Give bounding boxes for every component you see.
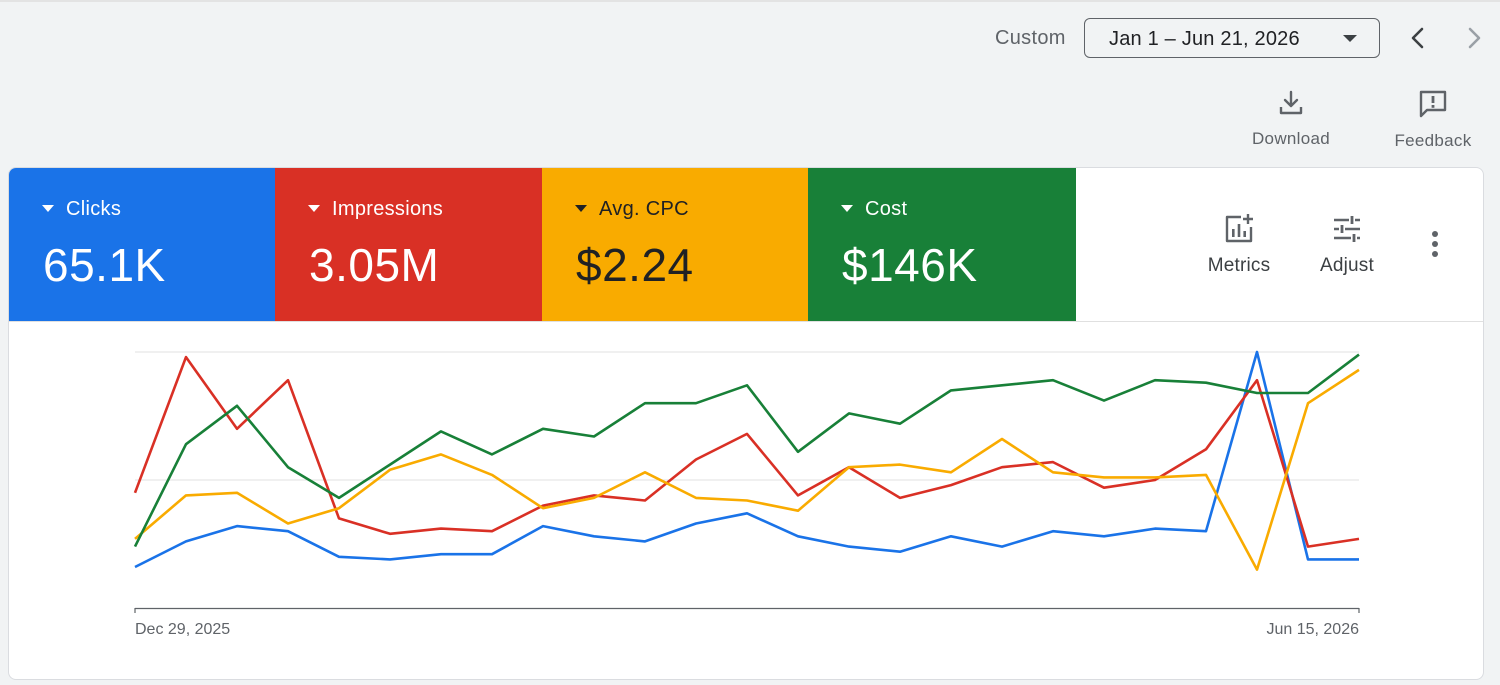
performance-card: Clicks 65.1K Impressions 3.05M Avg. CPC … [8,167,1484,680]
adjust-button[interactable]: Adjust [1301,212,1393,277]
download-label: Download [1251,129,1330,148]
dropdown-caret-icon [1343,35,1357,42]
card-divider [9,321,1483,322]
chart-grid [134,351,1360,613]
metric-name: Cost [841,198,907,221]
metric-tile-clicks[interactable]: Clicks 65.1K [9,168,275,321]
next-period-button[interactable] [1456,20,1492,56]
x-axis-end-label: Jun 15, 2026 [1266,621,1359,638]
metrics-label: Metrics [1207,255,1271,276]
series-line-impressions [133,355,1360,548]
feedback-button[interactable]: Feedback [1385,88,1481,151]
metric-tile-avg-cpc[interactable]: Avg. CPC $2.24 [542,168,808,321]
series-line-cost [133,353,1360,548]
performance-line-chart: Dec 29, 2025 Jun 15, 2026 [133,350,1360,638]
chart-add-icon [1225,214,1253,243]
metric-name: Impressions [308,198,443,221]
tune-icon [1334,216,1360,242]
metric-value: $146K [842,239,978,291]
more-options-button[interactable] [1419,224,1451,264]
adjust-label: Adjust [1319,255,1374,276]
download-icon [1279,90,1303,115]
metric-name: Clicks [42,198,121,221]
feedback-label: Feedback [1394,131,1472,150]
chart-lines [133,350,1360,571]
x-axis-start-label: Dec 29, 2025 [135,621,230,638]
feedback-icon [1419,90,1447,118]
chevron-left-icon [1411,27,1424,49]
metric-tile-impressions[interactable]: Impressions 3.05M [275,168,542,321]
metrics-button[interactable]: Metrics [1191,212,1287,277]
date-range-value: Jan 1 – Jun 21, 2026 [1109,28,1300,50]
metric-tile-cost[interactable]: Cost $146K [808,168,1076,321]
date-range-dropdown[interactable]: Jan 1 – Jun 21, 2026 [1084,18,1380,58]
chevron-right-icon [1468,27,1481,49]
download-button[interactable]: Download [1240,88,1342,149]
metric-value: 3.05M [309,239,440,291]
more-vert-icon [1432,231,1438,257]
metric-value: 65.1K [43,239,166,291]
previous-period-button[interactable] [1400,20,1436,56]
metric-name: Avg. CPC [575,198,689,221]
date-range-mode-label: Custom [995,27,1066,49]
top-divider [0,0,1500,2]
series-line-clicks [134,350,1359,569]
metric-value: $2.24 [576,239,694,291]
series-line-avg-cpc [134,368,1360,571]
